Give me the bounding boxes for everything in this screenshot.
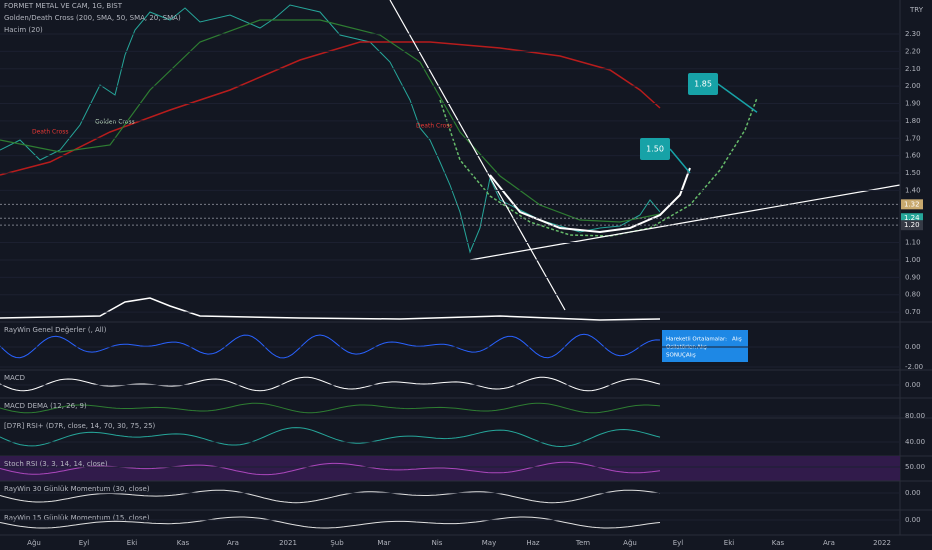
- pane-title: Stoch RSI (3, 3, 14, 14, close): [4, 460, 108, 468]
- time-label: 2021: [279, 539, 297, 547]
- time-label: Eki: [127, 539, 137, 547]
- cup-curve: [489, 167, 691, 234]
- time-label: Ara: [227, 539, 239, 547]
- price-tick-label: 1.00: [905, 256, 921, 264]
- pane-title: [D7R] RSI+ (D7R, close, 14, 70, 30, 75, …: [4, 422, 156, 430]
- trend-line: [469, 184, 901, 261]
- price-tick-label: 1.80: [905, 117, 921, 125]
- price-label-box: [901, 213, 923, 224]
- target-box: [688, 73, 718, 95]
- pane-title: RayWin 30 Günlük Momentum (30, close): [4, 485, 150, 493]
- price-label-box: [901, 220, 923, 231]
- price-tick-label: 0.70: [905, 308, 921, 316]
- price-tick-label: 1.50: [905, 169, 921, 177]
- time-label: Şub: [330, 539, 344, 547]
- pane-title: MACD DEMA (12, 26, 9): [4, 402, 87, 410]
- time-label: Kas: [772, 539, 785, 547]
- indicator-legend: Golden/Death Cross (200, SMA, 50, SMA, 2…: [4, 14, 181, 22]
- time-label: Eki: [724, 539, 734, 547]
- price-tick-label: 1.40: [905, 186, 921, 194]
- time-label: Tem: [575, 539, 590, 547]
- price-tick-label: 1.10: [905, 239, 921, 247]
- indicator-legend: Hacim (20): [4, 26, 43, 34]
- pane-tick-label: 0.00: [905, 489, 921, 497]
- pane-title: RayWin 15 Günlük Momentum (15, close): [4, 514, 150, 522]
- time-label: Ağu: [27, 539, 41, 547]
- time-label: Haz: [526, 539, 540, 547]
- indicator-line: [0, 516, 661, 529]
- main-drawings: [0, 0, 932, 535]
- pane-title: MACD: [4, 374, 25, 382]
- target-label: 1.85: [694, 80, 712, 89]
- currency-label: TRY: [909, 6, 924, 14]
- indicator-line: [0, 376, 661, 392]
- target-arrow: [717, 83, 758, 113]
- pane-tick-label: 80.00: [905, 412, 925, 420]
- summary-box: [662, 330, 748, 362]
- pane-tick-label: 50.00: [905, 463, 925, 471]
- price-tick-label: 1.60: [905, 152, 921, 160]
- price-tick-label: 1.90: [905, 100, 921, 108]
- target-box: [640, 138, 670, 160]
- death-cross-label: Death Cross: [416, 123, 453, 130]
- price-tick-label: 0.90: [905, 273, 921, 281]
- sma-200: [0, 41, 661, 176]
- time-label: Ara: [823, 539, 835, 547]
- pane-tick-label: 0.00: [905, 343, 921, 351]
- time-label: Kas: [177, 539, 190, 547]
- sma-50: [0, 19, 661, 223]
- time-label: May: [482, 539, 496, 547]
- pane-tick-label: -2.00: [905, 363, 923, 371]
- price-label: 1.32: [904, 200, 920, 208]
- summary-label: Hareketli Ortalamalar:: [666, 337, 727, 343]
- indicator-line: [0, 461, 661, 476]
- death-cross-label: Death Cross: [32, 129, 69, 136]
- pane-title: RayWin Genel Değerler (, All): [4, 326, 107, 334]
- time-label: Mar: [377, 539, 390, 547]
- price-label: 1.20: [904, 221, 920, 229]
- price-tick-label: 2.30: [905, 30, 921, 38]
- time-label: Eyl: [79, 539, 90, 547]
- time-label: 2022: [873, 539, 891, 547]
- time-label: Eyl: [673, 539, 684, 547]
- time-label: Nis: [432, 539, 443, 547]
- price-tick-label: 2.10: [905, 65, 921, 73]
- price-tick-label: 0.80: [905, 291, 921, 299]
- price-tick-label: 2.20: [905, 47, 921, 55]
- price-label-box: [901, 199, 923, 210]
- indicator-line: [0, 427, 661, 448]
- pane-tick-label: 40.00: [905, 438, 925, 446]
- summary-value: Alış: [686, 353, 696, 359]
- price-tick-label: 2.00: [905, 82, 921, 90]
- target-label: 1.50: [646, 145, 664, 154]
- price-tick-label: 1.70: [905, 134, 921, 142]
- pane-tick-label: 0.00: [905, 516, 921, 524]
- time-label: Ağu: [623, 539, 637, 547]
- symbol-title: FORMET METAL VE CAM, 1G, BIST: [4, 2, 123, 10]
- golden-cross-label: Golden Cross: [95, 119, 135, 126]
- summary-label: SONUÇ:: [666, 353, 688, 359]
- indicator-line: [0, 402, 661, 414]
- volume-line: [0, 297, 661, 321]
- price-label: 1.24: [904, 214, 920, 222]
- summary-value: Alış: [732, 337, 742, 343]
- pane-tick-label: 0.00: [905, 381, 921, 389]
- target-arrow: [669, 148, 691, 174]
